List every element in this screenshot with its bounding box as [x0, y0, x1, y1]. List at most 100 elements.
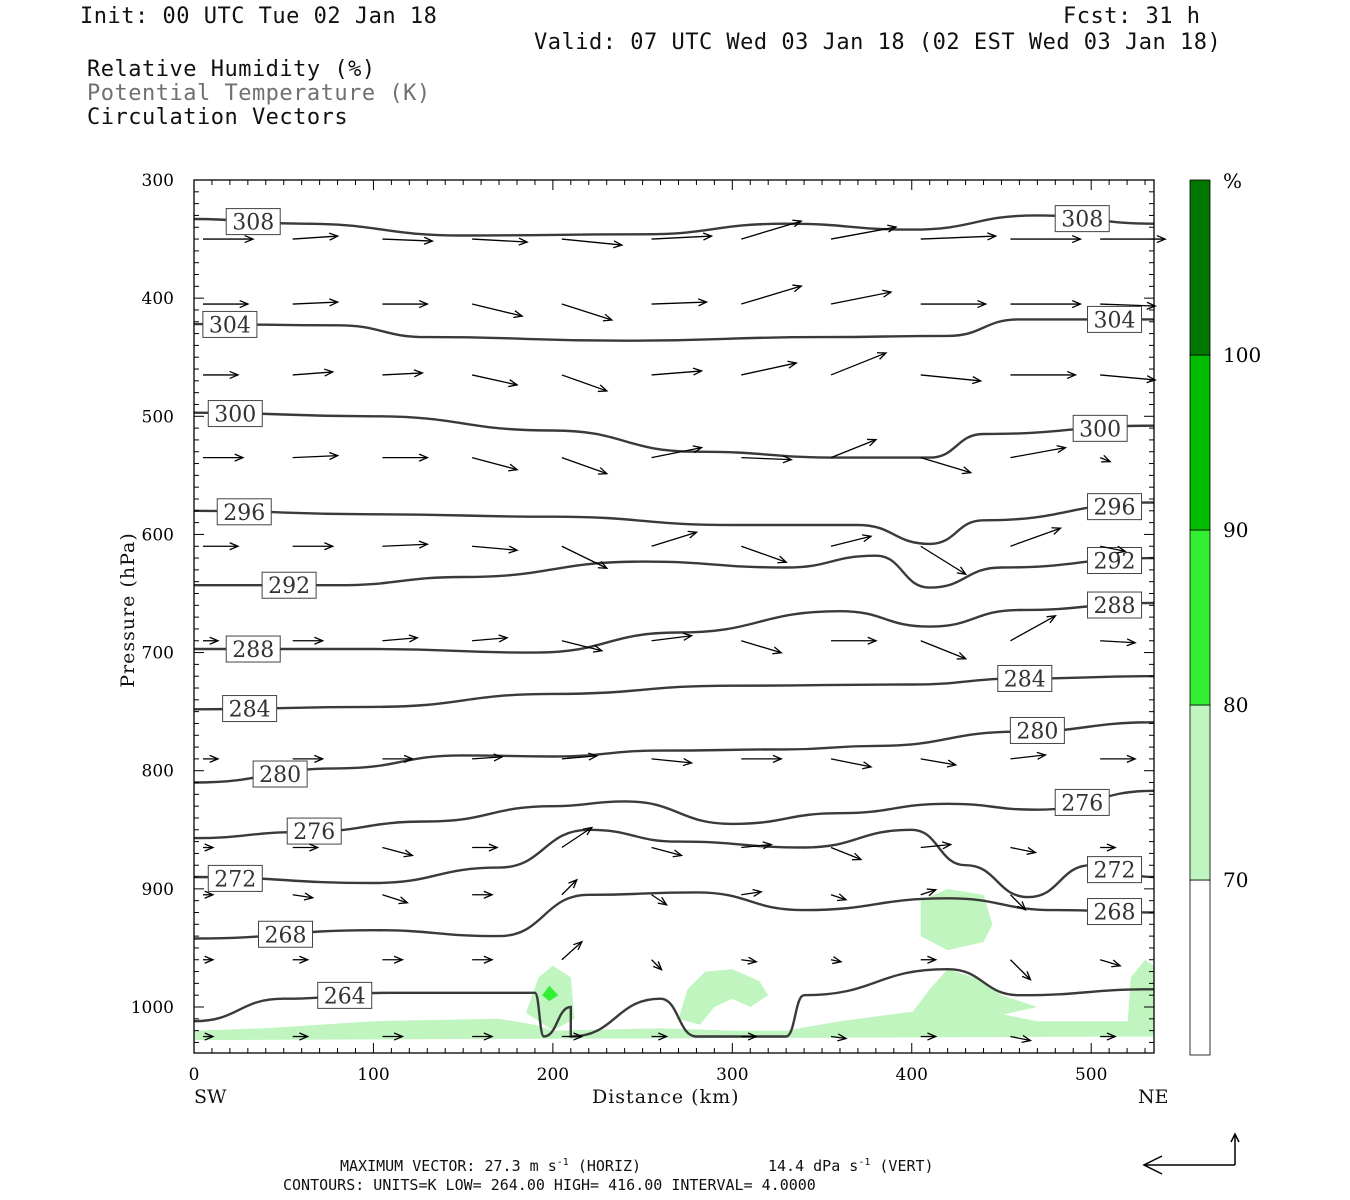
y-axis-title: Pressure (hPa) — [117, 532, 139, 688]
vector-arrow — [830, 956, 843, 965]
rh-region-2 — [542, 985, 559, 1002]
x-tick-label: 0 — [189, 1065, 200, 1085]
vector-arrow — [920, 955, 938, 964]
vector-arrow — [561, 640, 604, 653]
vector-layer — [202, 219, 1167, 1043]
vector-arrow — [382, 754, 415, 764]
isentrope-268 — [193, 891, 1155, 940]
colorbar-label: 70 — [1223, 868, 1248, 892]
vector-arrow — [830, 289, 893, 305]
vector-arrow — [472, 955, 494, 964]
vector-arrow — [741, 360, 798, 376]
isentrope-label-300: 300 — [207, 400, 263, 428]
vector-arrow — [1009, 894, 1027, 911]
plot-frame — [193, 179, 1155, 1054]
isentrope-label-304: 304 — [1087, 305, 1143, 333]
vector-arrow — [292, 1032, 310, 1041]
isentrope-label-284: 284 — [222, 695, 278, 723]
vector-arrow — [1100, 1032, 1117, 1041]
vector-arrow — [920, 758, 958, 768]
vector-arrow — [1100, 374, 1157, 384]
vector-arrow — [651, 758, 694, 767]
isentrope-label-264: 264 — [317, 981, 373, 1009]
y-tick-label: 600 — [142, 525, 174, 545]
vector-arrow — [741, 888, 763, 898]
field-vectors: Circulation Vectors — [87, 105, 349, 130]
vector-arrow — [741, 640, 783, 655]
vector-arrow — [292, 843, 320, 852]
svg-text:288: 288 — [232, 638, 274, 663]
isentrope-label-304: 304 — [202, 310, 258, 338]
colorbar-segment-0 — [1189, 879, 1211, 1056]
isentrope-label-272: 272 — [207, 864, 263, 892]
colorbar-label: 80 — [1223, 693, 1248, 717]
vector-arrow — [831, 636, 878, 645]
svg-text:280: 280 — [1016, 719, 1058, 744]
vector-arrow — [741, 754, 783, 764]
vector-arrow — [920, 1032, 938, 1041]
vector-arrow — [292, 892, 315, 901]
vector-arrow — [292, 754, 325, 764]
isentrope-label-292: 292 — [261, 571, 317, 599]
vector-arrow — [1010, 234, 1083, 244]
vector-arrow — [471, 374, 519, 388]
vector-arrow — [1100, 754, 1137, 764]
isentrope-280 — [193, 721, 1155, 784]
vector-arrow — [830, 352, 888, 376]
svg-text:268: 268 — [1094, 901, 1136, 926]
isentrope-label-272: 272 — [1087, 856, 1143, 884]
vector-arrow — [920, 232, 998, 241]
svg-text:276: 276 — [1061, 791, 1103, 816]
x-axis-title: Distance (km) — [592, 1086, 740, 1108]
vector-arrow — [202, 636, 220, 645]
isentrope-292 — [193, 554, 1155, 589]
vector-arrow — [202, 453, 245, 462]
vector-arrow — [651, 232, 714, 241]
svg-text:272: 272 — [1094, 859, 1136, 884]
x-tick-label: 200 — [537, 1065, 569, 1085]
x-tick-label: 100 — [357, 1065, 389, 1085]
svg-text:300: 300 — [1079, 417, 1121, 442]
vector-arrow — [1010, 370, 1078, 380]
y-tick-label: 300 — [142, 171, 174, 191]
vector-arrow — [382, 299, 430, 309]
vector-arrow — [202, 1032, 215, 1041]
vector-arrow — [382, 955, 405, 964]
colorbar-segment-3 — [1189, 354, 1211, 531]
vector-arrow — [1099, 454, 1112, 463]
svg-text:272: 272 — [214, 867, 256, 892]
vector-arrow — [382, 894, 410, 905]
y-tick-label: 900 — [142, 880, 174, 900]
vector-arrow — [651, 894, 668, 906]
vector-arrow — [830, 846, 863, 861]
vector-arrow — [561, 303, 614, 322]
y-tick-label: 400 — [142, 289, 174, 309]
vector-arrow — [382, 846, 415, 858]
vector-arrow — [202, 890, 215, 899]
svg-text:304: 304 — [1094, 308, 1136, 333]
vector-arrow — [202, 843, 215, 852]
rh-shading-layer — [194, 888, 1154, 1041]
isentrope-label-296: 296 — [216, 498, 272, 526]
vector-arrow — [471, 303, 524, 319]
axes-layer: 0 100 200 300 400 500 300 400 500 600 700 800 900 100… — [131, 171, 1155, 1085]
vector-arrow — [741, 841, 773, 850]
colorbar-label: 100 — [1223, 343, 1261, 367]
vector-arrow — [202, 234, 255, 244]
vector-arrow — [561, 545, 609, 569]
svg-text:300: 300 — [214, 403, 256, 428]
isentrope-label-280: 280 — [1009, 716, 1065, 744]
svg-text:308: 308 — [232, 211, 274, 236]
svg-text:288: 288 — [1094, 594, 1136, 619]
vector-arrow — [651, 530, 699, 547]
isentrope-276 — [193, 789, 1155, 840]
vector-arrow — [561, 238, 624, 249]
rh-region-5 — [920, 888, 993, 951]
vector-arrow — [292, 955, 310, 964]
vector-arrow — [561, 878, 579, 896]
vector-arrow — [561, 1032, 584, 1041]
isentrope-264 — [193, 967, 1155, 1038]
svg-text:308: 308 — [1061, 208, 1103, 233]
isentrope-label-288: 288 — [225, 635, 281, 663]
vector-arrow — [1010, 1034, 1033, 1043]
